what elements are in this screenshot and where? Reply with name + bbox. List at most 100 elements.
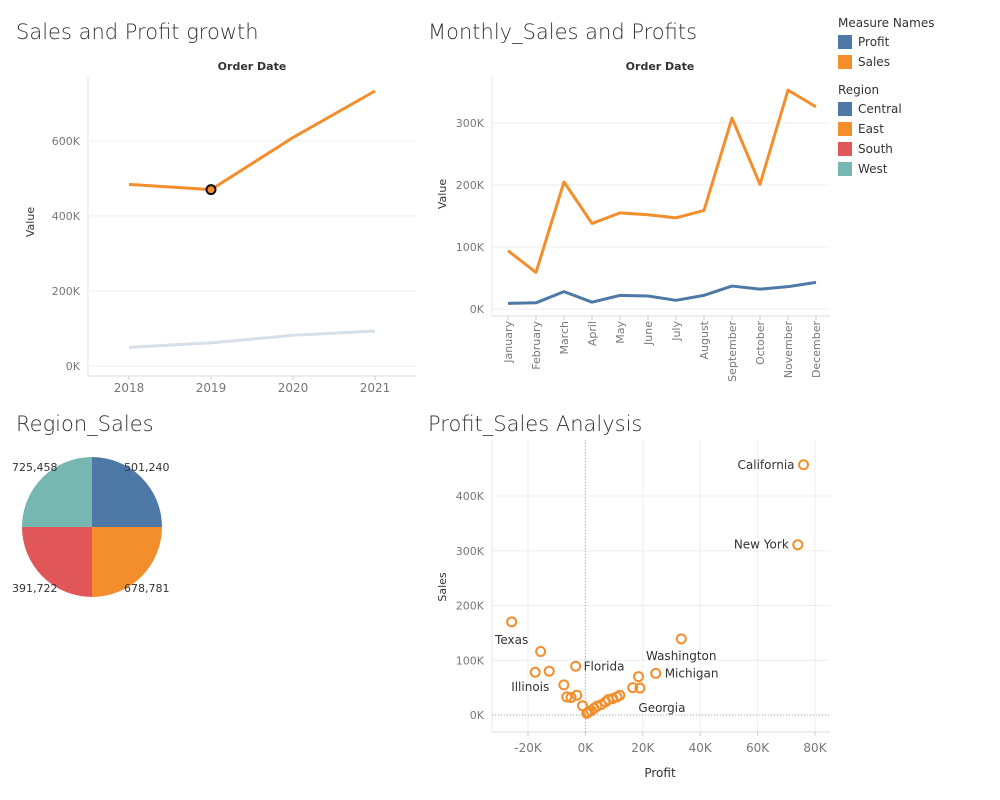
pie-value-label-east: 678,781: [124, 582, 170, 595]
legend-item-west[interactable]: West: [838, 159, 902, 179]
scatter-xtick-label: 80K: [803, 741, 827, 755]
growth-xtick-label: 2018: [114, 381, 145, 395]
scatter-point: [627, 682, 639, 694]
legend-label-west: West: [858, 162, 888, 176]
profit-sales-scatter: 0K 100K 200K 300K 400K -20K 0K 20K 40K 60K 80K Cali…: [456, 440, 830, 755]
monthly-xtick-label: May: [614, 321, 627, 344]
scatter-point-label: Georgia: [638, 701, 685, 715]
scatter-point: [614, 689, 626, 701]
scatter-ytick-label: 300K: [456, 545, 485, 558]
scatter-ylabel: Sales: [436, 572, 449, 602]
monthly-xtick-label: March: [558, 321, 571, 355]
swatch-sales: [838, 55, 852, 69]
scatter-xtick-label: 20K: [631, 741, 655, 755]
scatter-point: [570, 660, 582, 672]
chart-title-monthly: Monthly_Sales and Profits: [428, 20, 698, 44]
swatch-south: [838, 142, 852, 156]
growth-sales-line: [128, 89, 376, 192]
swatch-west: [838, 162, 852, 176]
scatter-xtick-label: -20K: [514, 741, 543, 755]
monthly-ytick-label: 200K: [456, 179, 485, 192]
swatch-east: [838, 122, 852, 136]
scatter-point: [650, 667, 662, 679]
scatter-ytick-label: 400K: [456, 490, 485, 503]
scatter-point-label: Washington: [646, 649, 717, 663]
monthly-xtick-label: September: [726, 321, 739, 382]
scatter-point: [792, 539, 804, 551]
monthly-xtick-label: December: [810, 321, 823, 379]
scatter-point: [543, 665, 555, 677]
pie-value-label-west: 725,458: [12, 461, 58, 474]
monthly-xtick-label: July: [670, 321, 683, 342]
legend-item-east[interactable]: East: [838, 119, 902, 139]
growth-xtick-label: 2019: [196, 381, 227, 395]
growth-profit-line: [128, 329, 376, 349]
pie-value-label-central: 501,240: [124, 461, 170, 474]
growth-ytick-label: 200K: [52, 285, 81, 298]
pie-slice-east: [92, 527, 162, 597]
scatter-point: [798, 459, 810, 471]
legend-label-central: Central: [858, 102, 902, 116]
growth-ytick-label: 0K: [66, 360, 81, 373]
scatter-point-label: California: [738, 458, 795, 472]
pie-slice-west: [22, 457, 92, 527]
legend-item-south[interactable]: South: [838, 139, 902, 159]
scatter-ytick-label: 100K: [456, 654, 485, 667]
monthly-header: Order Date: [626, 60, 695, 73]
growth-chart: 0K 200K 400K 600K 2018 2019 2020 2021: [52, 76, 416, 395]
growth-xtick-label: 2021: [360, 381, 391, 395]
scatter-point-label: Michigan: [665, 666, 719, 680]
scatter-point: [561, 691, 573, 703]
legend-label-south: South: [858, 142, 893, 156]
legend-region-title: Region: [838, 83, 880, 97]
scatter-point-label: Illinois: [511, 680, 549, 694]
scatter-point: [675, 633, 687, 645]
monthly-xtick-label: October: [754, 321, 767, 365]
legend-measure-title: Measure Names: [838, 16, 935, 30]
scatter-xtick-label: 40K: [689, 741, 713, 755]
pie-slice-central: [92, 457, 162, 527]
scatter-point: [535, 645, 547, 657]
growth-highlight-point: [205, 184, 217, 196]
scatter-xtick-label: 0K: [578, 741, 595, 755]
scatter-point: [529, 666, 541, 678]
pie-value-label-south: 391,722: [12, 582, 58, 595]
legend-label-profit: Profit: [858, 35, 890, 49]
legend-item-sales[interactable]: Sales: [838, 52, 934, 72]
scatter-point-label: New York: [734, 538, 789, 552]
growth-xtick-label: 2020: [278, 381, 309, 395]
growth-ytick-label: 600K: [52, 135, 81, 148]
scatter-ytick-label: 200K: [456, 600, 485, 613]
legend-label-east: East: [858, 122, 884, 136]
swatch-profit: [838, 35, 852, 49]
scatter-point: [632, 671, 644, 683]
monthly-ytick-label: 300K: [456, 117, 485, 130]
monthly-ylabel: Value: [436, 179, 449, 209]
scatter-point-label: Texas: [494, 633, 528, 647]
legend-item-profit[interactable]: Profit: [838, 32, 934, 52]
chart-title-region: Region_Sales: [16, 412, 154, 436]
pie-slice-south: [22, 527, 92, 597]
scatter-point: [565, 691, 577, 703]
monthly-ytick-label: 100K: [456, 241, 485, 254]
monthly-sales-line: [507, 88, 817, 274]
legend-region: Region Central East South West: [838, 83, 902, 179]
monthly-xtick-label: January: [502, 321, 515, 364]
monthly-ytick-label: 0K: [470, 303, 485, 316]
legend-item-central[interactable]: Central: [838, 99, 902, 119]
swatch-central: [838, 102, 852, 116]
scatter-point: [506, 616, 518, 628]
scatter-point: [634, 682, 646, 694]
region-pie-chart: 501,240 678,781 391,722 725,458: [12, 457, 170, 597]
chart-title-scatter: Profit_Sales Analysis: [428, 412, 643, 436]
monthly-chart: 0K 100K 200K 300K January February March April M…: [456, 76, 830, 382]
chart-title-growth: Sales and Profit growth: [16, 20, 259, 44]
monthly-xtick-label: November: [782, 321, 795, 379]
monthly-xtick-label: August: [698, 320, 711, 359]
monthly-xtick-label: June: [642, 321, 655, 346]
legend-label-sales: Sales: [858, 55, 890, 69]
legend-measure-names: Measure Names Profit Sales: [838, 16, 934, 72]
scatter-point: [558, 679, 570, 691]
monthly-xtick-label: April: [586, 321, 599, 346]
